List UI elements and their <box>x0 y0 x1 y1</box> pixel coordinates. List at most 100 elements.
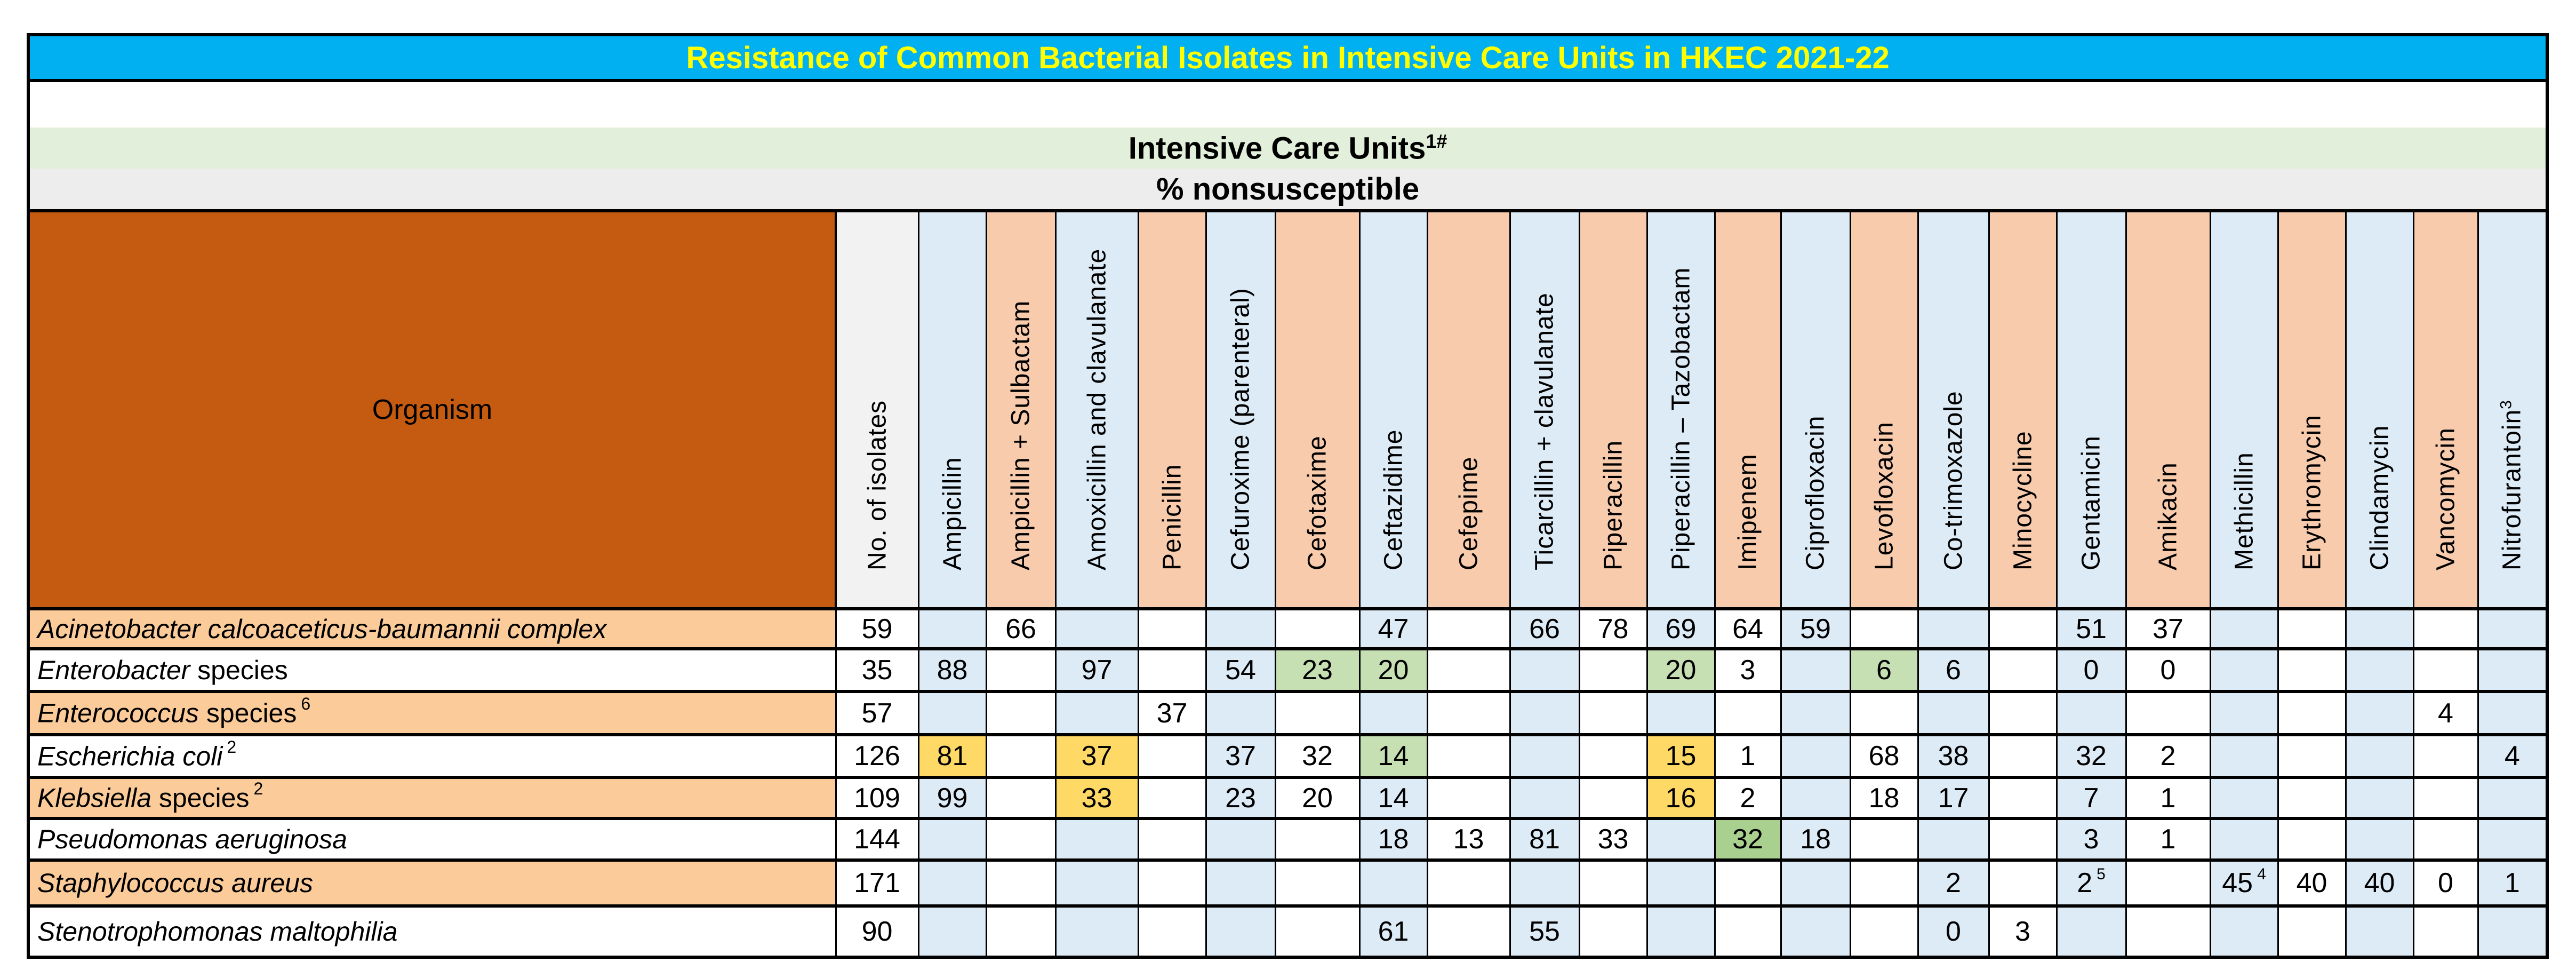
organism-name: Enterobacter species <box>27 647 837 693</box>
value-cell <box>2345 904 2414 959</box>
value-cell <box>1988 776 2058 820</box>
value-cell <box>1988 647 2058 693</box>
value-cell: 78 <box>1578 607 1648 650</box>
value-text: 1 <box>1740 741 1756 772</box>
value-cell <box>1426 647 1511 693</box>
value-cell <box>1426 690 1511 736</box>
section-label: Intensive Care Units1# <box>26 128 2549 169</box>
column-header-label: Cefuroxime (parenteral) <box>1226 288 1255 570</box>
value-cell: 40 <box>2277 858 2347 907</box>
value-cell: 6 <box>1917 647 1990 693</box>
value-cell <box>1988 607 2058 650</box>
value-cell <box>1780 647 1851 693</box>
column-header-gentamicin: Gentamicin <box>2055 210 2127 610</box>
value-cell <box>1137 733 1207 778</box>
value-text: 37 <box>1225 741 1256 772</box>
value-cell <box>2477 690 2549 736</box>
value-text: 3 <box>2015 916 2030 947</box>
column-header-amikacin: Amikacin <box>2125 210 2211 610</box>
value-cell <box>1849 817 1919 861</box>
value-text: 17 <box>1938 782 1969 814</box>
value-cell <box>1205 904 1276 959</box>
organism-name: Stenotrophomonas maltophilia <box>27 904 837 959</box>
value-cell: 55 <box>1509 904 1580 959</box>
value-cell <box>1274 690 1361 736</box>
value-cell: 23 <box>1274 647 1361 693</box>
value-cell <box>2055 904 2127 959</box>
value-cell <box>1274 858 1361 907</box>
value-text: 126 <box>854 741 900 772</box>
value-cell <box>1849 690 1919 736</box>
value-cell <box>2412 733 2479 778</box>
value-text: 2 <box>1740 782 1756 814</box>
value-cell <box>1426 733 1511 778</box>
value-cell <box>1137 904 1207 959</box>
column-header-label: Ceftazidime <box>1379 430 1408 570</box>
value-cell: 144 <box>835 817 919 861</box>
value-cell <box>2209 690 2279 736</box>
organism-genus: Enterococcus <box>37 698 199 728</box>
value-text: 38 <box>1938 741 1969 772</box>
value-text: 4 <box>2504 741 2520 772</box>
value-text: 64 <box>1732 613 1763 645</box>
column-header-label: Penicillin <box>1157 464 1187 570</box>
value-cell <box>1780 904 1851 959</box>
column-header-text: Gentamicin <box>2077 435 2106 570</box>
column-header-text: Piperacillin <box>1599 440 1627 570</box>
value-cell: 17 <box>1917 776 1990 820</box>
value-cell <box>1054 817 1139 861</box>
value-cell: 38 <box>1917 733 1990 778</box>
value-cell <box>2209 647 2279 693</box>
value-cell <box>1137 647 1207 693</box>
value-text: 6 <box>1946 655 1961 686</box>
value-cell <box>1917 607 1990 650</box>
value-cell <box>1849 607 1919 650</box>
value-cell: 99 <box>917 776 987 820</box>
value-text: 1 <box>2160 782 2176 814</box>
value-cell: 33 <box>1054 776 1139 820</box>
table-row: Staphylococcus aureus 171 2 2 5 45 4 40 40 0 1 <box>27 858 2549 907</box>
value-cell: 1 <box>2125 776 2211 820</box>
column-header-label: Co-trimoxazole <box>1939 391 1968 570</box>
value-text: 2 <box>2160 741 2176 772</box>
value-cell: 88 <box>917 647 987 693</box>
organism-name: Staphylococcus aureus <box>27 858 837 907</box>
value-text: 6 <box>1876 655 1892 686</box>
value-cell <box>1988 733 2058 778</box>
table-row: Enterococcus species 6 57 37 4 <box>27 690 2549 736</box>
value-cell <box>1509 733 1580 778</box>
column-header-label: Ciprofloxacin <box>1801 416 1830 570</box>
column-header-ticarcillin-clavulanate: Ticarcillin + clavulanate <box>1509 210 1580 610</box>
column-header-label: Levofloxacin <box>1869 422 1899 570</box>
column-header-imipenem: Imipenem <box>1714 210 1782 610</box>
column-header-amoxicillin-and-clavulanate: Amoxicillin and clavulanate <box>1054 210 1139 610</box>
column-header-label: Imipenem <box>1733 454 1763 570</box>
value-cell: 0 <box>2055 647 2127 693</box>
value-text: 35 <box>861 655 893 686</box>
organism-name: Klebsiella species 2 <box>27 776 837 820</box>
value-cell <box>1274 817 1361 861</box>
column-header-vancomycin: Vancomycin <box>2412 210 2479 610</box>
column-header-piperacillin: Piperacillin <box>1578 210 1648 610</box>
value-cell <box>1054 607 1139 650</box>
value-cell: 109 <box>835 776 919 820</box>
value-footnote: 5 <box>2097 865 2106 883</box>
value-cell <box>985 817 1057 861</box>
organism-genus: Klebsiella <box>37 783 152 813</box>
value-text: 3 <box>2083 824 2099 855</box>
value-text: 97 <box>1081 655 1113 686</box>
value-text: 20 <box>1665 655 1697 686</box>
value-text: 69 <box>1665 613 1697 645</box>
value-cell <box>2477 776 2549 820</box>
value-cell <box>1849 858 1919 907</box>
value-text: 18 <box>1800 824 1831 855</box>
value-text: 45 <box>2222 868 2253 899</box>
resistance-table: Resistance of Common Bacterial Isolates … <box>26 33 2549 959</box>
value-text: 1 <box>2160 824 2176 855</box>
column-header-erythromycin: Erythromycin <box>2277 210 2347 610</box>
value-text: 20 <box>1378 655 1409 686</box>
value-cell <box>1988 858 2058 907</box>
column-header-label: Cefotaxime <box>1303 435 1332 570</box>
value-cell: 37 <box>1137 690 1207 736</box>
